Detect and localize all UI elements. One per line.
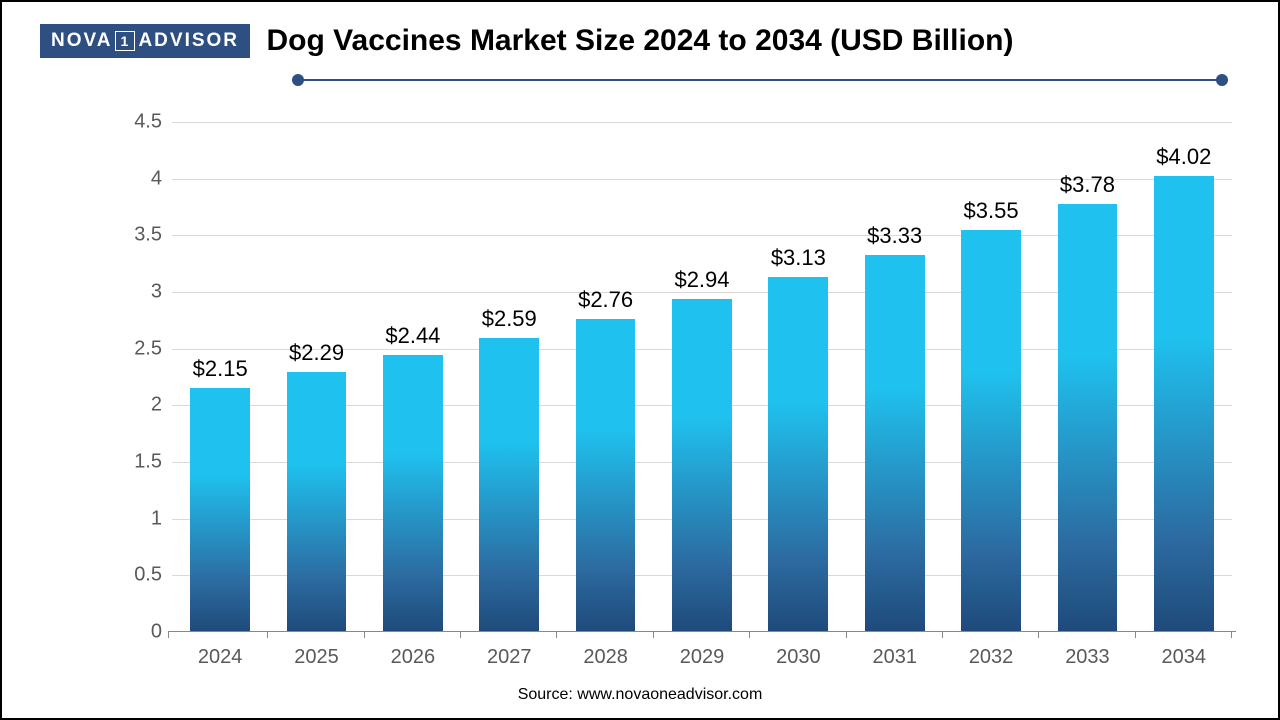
underline-line (298, 79, 1222, 81)
y-tick-label: 0.5 (102, 564, 162, 587)
x-tick-label: 2032 (969, 646, 1014, 669)
bar (479, 338, 539, 632)
bar (1058, 204, 1118, 632)
x-tick (1135, 632, 1136, 638)
x-tick-label: 2029 (680, 646, 725, 669)
value-label: $3.55 (964, 198, 1019, 224)
chart-title: Dog Vaccines Market Size 2024 to 2034 (U… (2, 24, 1278, 58)
x-axis-baseline (168, 631, 1236, 632)
value-label: $3.33 (867, 223, 922, 249)
y-tick-label: 4 (102, 167, 162, 190)
bar (576, 319, 636, 632)
bar (287, 372, 347, 632)
x-tick-label: 2030 (776, 646, 821, 669)
value-label: $2.44 (385, 323, 440, 349)
value-label: $2.94 (674, 267, 729, 293)
bars-container: $2.152024$2.292025$2.442026$2.592027$2.7… (172, 122, 1232, 632)
x-tick (556, 632, 557, 638)
y-tick-label: 0 (102, 621, 162, 644)
value-label: $2.76 (578, 287, 633, 313)
bar (383, 355, 443, 632)
y-tick-label: 4.5 (102, 111, 162, 134)
value-label: $2.59 (482, 306, 537, 332)
x-tick (749, 632, 750, 638)
x-tick-label: 2034 (1162, 646, 1207, 669)
value-label: $3.78 (1060, 172, 1115, 198)
y-tick-label: 2 (102, 394, 162, 417)
source-text: Source: www.novaoneadvisor.com (2, 686, 1278, 704)
x-tick (168, 632, 169, 638)
x-tick-label: 2025 (294, 646, 339, 669)
value-label: $2.15 (193, 356, 248, 382)
x-tick-label: 2031 (872, 646, 917, 669)
bar (865, 255, 925, 632)
bar (768, 277, 828, 632)
x-tick (1231, 632, 1232, 638)
x-tick (846, 632, 847, 638)
title-underline (292, 74, 1228, 86)
x-tick-label: 2027 (487, 646, 532, 669)
x-tick (460, 632, 461, 638)
x-tick (653, 632, 654, 638)
bar (190, 388, 250, 632)
y-tick-label: 2.5 (102, 337, 162, 360)
x-tick-label: 2033 (1065, 646, 1110, 669)
y-axis-labels: 00.511.522.533.544.5 (102, 122, 162, 632)
y-tick-label: 1.5 (102, 451, 162, 474)
y-tick-label: 3 (102, 281, 162, 304)
x-tick (1038, 632, 1039, 638)
bar (1154, 176, 1214, 632)
x-tick-label: 2026 (391, 646, 436, 669)
chart-frame: NOVA 1 ADVISOR Dog Vaccines Market Size … (0, 0, 1280, 720)
bar (672, 299, 732, 632)
x-tick (364, 632, 365, 638)
y-tick-label: 3.5 (102, 224, 162, 247)
value-label: $2.29 (289, 340, 344, 366)
plot-area: 00.511.522.533.544.5 $2.152024$2.292025$… (172, 122, 1232, 632)
x-tick (942, 632, 943, 638)
x-tick-label: 2024 (198, 646, 243, 669)
underline-dot-right (1216, 74, 1228, 86)
x-tick (267, 632, 268, 638)
value-label: $3.13 (771, 245, 826, 271)
y-tick-label: 1 (102, 507, 162, 530)
x-tick-label: 2028 (583, 646, 628, 669)
value-label: $4.02 (1156, 144, 1211, 170)
bar (961, 230, 1021, 632)
